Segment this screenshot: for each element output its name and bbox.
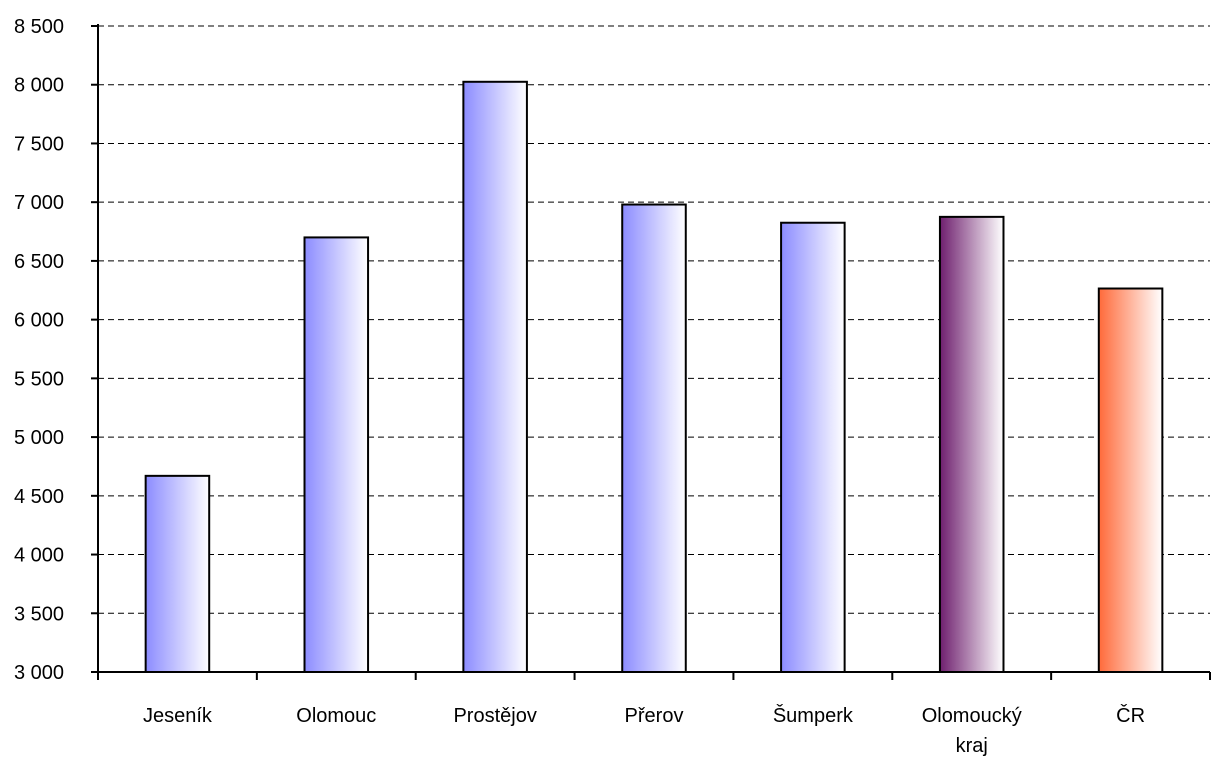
y-tick-label: 6 000 xyxy=(14,310,64,332)
bar xyxy=(303,236,370,673)
bar xyxy=(621,203,687,673)
y-tick-label: 5 500 xyxy=(14,368,64,390)
y-tick-label: 3 500 xyxy=(14,603,64,625)
x-tick-label: Prostějov xyxy=(453,705,536,727)
x-tick-label: Přerov xyxy=(625,705,684,727)
x-axis-labels: Jeseník Olomouc Prostějov Přerov Šumperk Olom… xyxy=(143,704,1145,757)
y-tick-label: 6 500 xyxy=(14,251,64,273)
bar xyxy=(1097,287,1164,673)
axes xyxy=(97,24,1211,680)
y-tick-label: 7 000 xyxy=(14,192,64,214)
bar xyxy=(144,474,211,674)
y-tick-label: 4 000 xyxy=(14,545,64,567)
y-tick-label: 8 500 xyxy=(14,16,64,38)
y-tick-label: 8 000 xyxy=(14,75,64,97)
x-tick-label: Šumperk xyxy=(773,704,854,727)
y-tick-label: 5 000 xyxy=(14,427,64,449)
x-tick-label: Jeseník xyxy=(143,705,213,727)
y-tick-label: 7 500 xyxy=(14,133,64,155)
y-tick-label: 4 500 xyxy=(14,486,64,508)
y-axis-ticks: 3 000 3 500 4 000 4 500 5 000 5 500 6 000 6 500… xyxy=(14,16,98,684)
x-tick-label: ČR xyxy=(1116,704,1145,727)
bar xyxy=(938,215,1005,673)
bar xyxy=(462,80,528,674)
x-tick-label: Olomoucký kraj xyxy=(922,705,1022,757)
y-tick-label: 3 000 xyxy=(14,662,64,684)
x-tick-label: Olomouc xyxy=(296,705,376,727)
bars xyxy=(144,80,1164,674)
bar xyxy=(780,221,846,673)
